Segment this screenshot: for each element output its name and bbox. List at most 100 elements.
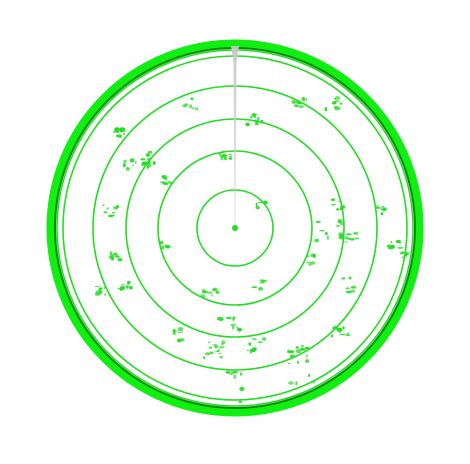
echo-blob [257,201,264,204]
outer-band-bright [46,39,424,417]
echo-blob [258,287,264,291]
echo-blob [386,244,392,248]
echo-blob [262,337,267,341]
echo-blob [238,400,243,403]
echo-blob [210,294,214,296]
echo-blob [145,153,151,157]
echo-blob [119,286,126,291]
echo-blob [337,219,343,224]
echo-blob [351,237,356,240]
echo-blob [225,316,232,320]
echo-blob [94,285,100,288]
echo-blob [255,202,258,207]
echo-blob [123,132,126,136]
echo-blob [200,294,206,299]
echo-blob [305,255,310,258]
echo-blob [308,263,312,267]
echo-blob [225,371,230,374]
echo-blob [177,338,182,343]
echo-blob [203,356,206,360]
echo-blob [221,343,224,345]
echo-blob [326,235,329,240]
echo-blob [287,362,291,365]
echo-blob [245,122,250,127]
echo-blob [305,359,310,363]
echo-blob [255,205,260,210]
echo-blob [147,150,153,154]
echo-blob [254,122,259,126]
echo-blob [109,251,113,255]
echo-blob [299,348,306,351]
echo-blob [218,346,225,349]
echo-blob [216,316,224,321]
echo-blob [380,212,384,216]
echo-blob [116,129,119,134]
echo-blob [324,231,328,236]
echo-blob [346,238,353,240]
echo-blob [259,279,265,282]
echo-blob [260,119,264,123]
echo-blob [287,349,291,354]
echo-blob [222,150,225,154]
echo-blob [230,323,237,327]
echo-blob [339,331,341,334]
echo-blob [306,261,311,264]
echo-blob [231,325,235,330]
echo-blob [295,100,301,104]
echo-blob [297,360,299,365]
echo-blob [208,341,211,344]
echo-blob [314,238,320,243]
echo-blob [289,354,296,359]
echo-blob [318,230,325,232]
echo-blob [217,349,220,353]
echo-blob [404,252,408,257]
echo-blob [337,200,343,202]
echo-blob [304,346,310,350]
echo-blob [191,107,195,110]
echo-blob [177,331,183,334]
echo-blob [305,97,308,102]
echo-blob [146,160,152,165]
echo-blob [295,349,302,354]
echo-blob [190,97,194,100]
echo-blob [257,116,260,121]
echo-blob [294,104,299,108]
echo-blob [161,245,165,250]
echo-blob [218,352,222,354]
echo-blob [312,379,315,384]
echo-blob [141,161,148,166]
echo-blob [336,207,339,211]
echo-blob [345,334,351,336]
echo-blob [123,159,127,164]
echo-blob [338,232,344,237]
echo-blob [341,277,346,280]
echo-blob [102,204,105,207]
echo-blob [202,290,209,294]
echo-blob [104,293,107,296]
echo-blob [129,286,133,290]
echo-blob [152,161,156,165]
echo-blob [251,338,258,341]
echo-blob [220,156,224,161]
echo-blob [148,165,152,167]
echo-blob [337,208,343,211]
echo-blob [249,349,253,354]
echo-blob [235,326,239,329]
echo-blob [111,211,116,214]
echo-blob [249,342,252,347]
echo-blob [94,292,101,296]
echo-blob [376,207,382,209]
echo-blob [336,224,340,228]
echo-blob [355,231,359,235]
echo-blob [295,346,299,349]
echo-blob [381,206,385,208]
echo-blob [215,290,220,294]
echo-blob [291,100,296,104]
echo-blob [395,239,401,244]
echo-blob [348,276,352,280]
echo-blob [255,121,259,123]
echo-blob [330,198,336,201]
echo-blob [158,240,164,245]
echo-blob [117,258,123,262]
